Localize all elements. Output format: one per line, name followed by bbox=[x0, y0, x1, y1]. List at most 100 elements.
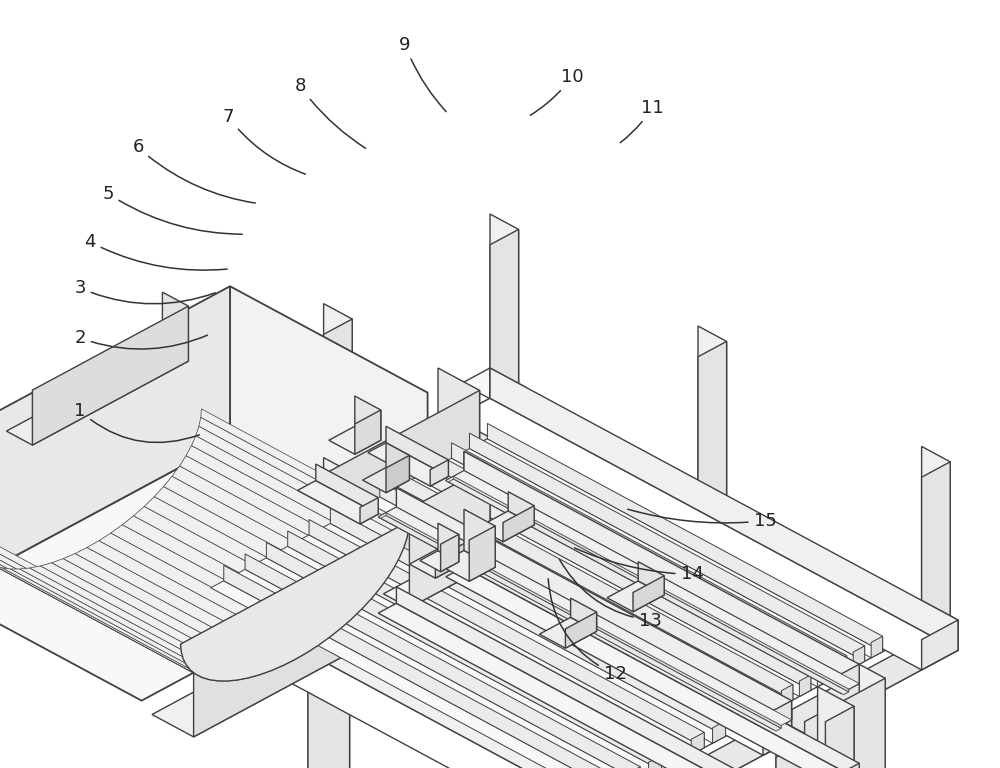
Polygon shape bbox=[571, 598, 597, 631]
Polygon shape bbox=[594, 623, 623, 768]
Polygon shape bbox=[10, 569, 228, 681]
Polygon shape bbox=[0, 558, 196, 674]
Polygon shape bbox=[126, 399, 526, 614]
Polygon shape bbox=[487, 423, 883, 652]
Polygon shape bbox=[464, 509, 495, 568]
Polygon shape bbox=[446, 471, 859, 694]
Polygon shape bbox=[859, 664, 885, 768]
Polygon shape bbox=[355, 396, 381, 440]
Polygon shape bbox=[32, 306, 188, 445]
Polygon shape bbox=[329, 426, 381, 454]
Polygon shape bbox=[192, 435, 404, 558]
Polygon shape bbox=[607, 581, 664, 612]
Text: 13: 13 bbox=[559, 559, 661, 630]
Polygon shape bbox=[835, 656, 847, 677]
Polygon shape bbox=[186, 445, 400, 568]
Polygon shape bbox=[755, 551, 784, 721]
Polygon shape bbox=[0, 532, 181, 652]
Polygon shape bbox=[232, 569, 640, 768]
Polygon shape bbox=[152, 561, 480, 737]
Polygon shape bbox=[452, 443, 847, 671]
Polygon shape bbox=[87, 541, 307, 660]
Polygon shape bbox=[627, 766, 640, 768]
Polygon shape bbox=[162, 388, 526, 614]
Polygon shape bbox=[317, 524, 726, 743]
Text: 8: 8 bbox=[294, 77, 366, 148]
Polygon shape bbox=[230, 286, 428, 547]
Text: 7: 7 bbox=[222, 108, 305, 174]
Polygon shape bbox=[409, 548, 467, 578]
Polygon shape bbox=[266, 542, 662, 768]
Polygon shape bbox=[713, 721, 726, 743]
Polygon shape bbox=[469, 433, 865, 661]
Polygon shape bbox=[0, 565, 210, 680]
Polygon shape bbox=[308, 657, 350, 768]
Polygon shape bbox=[469, 526, 495, 581]
Polygon shape bbox=[378, 507, 792, 730]
Polygon shape bbox=[404, 478, 811, 697]
Polygon shape bbox=[438, 368, 480, 583]
Polygon shape bbox=[162, 406, 191, 575]
Polygon shape bbox=[111, 525, 330, 645]
Polygon shape bbox=[295, 458, 352, 488]
Polygon shape bbox=[727, 690, 784, 721]
Polygon shape bbox=[764, 694, 775, 716]
Text: 3: 3 bbox=[74, 279, 215, 304]
Polygon shape bbox=[438, 523, 459, 562]
Polygon shape bbox=[134, 545, 191, 575]
Polygon shape bbox=[633, 576, 664, 612]
Polygon shape bbox=[396, 488, 792, 720]
Text: 15: 15 bbox=[628, 509, 776, 530]
Polygon shape bbox=[20, 568, 238, 681]
Text: 4: 4 bbox=[84, 233, 227, 270]
Polygon shape bbox=[144, 497, 362, 618]
Polygon shape bbox=[818, 687, 854, 768]
Polygon shape bbox=[380, 482, 775, 710]
Polygon shape bbox=[288, 531, 683, 760]
Polygon shape bbox=[386, 513, 781, 728]
Polygon shape bbox=[194, 390, 480, 737]
Polygon shape bbox=[99, 533, 319, 653]
Text: 9: 9 bbox=[399, 35, 446, 111]
Polygon shape bbox=[649, 755, 662, 768]
Polygon shape bbox=[126, 574, 630, 768]
Polygon shape bbox=[638, 561, 664, 595]
Polygon shape bbox=[490, 368, 526, 418]
Polygon shape bbox=[893, 601, 950, 631]
Polygon shape bbox=[253, 558, 662, 768]
Polygon shape bbox=[211, 581, 619, 768]
Polygon shape bbox=[378, 507, 792, 730]
Polygon shape bbox=[199, 417, 409, 538]
Polygon shape bbox=[275, 546, 683, 766]
Polygon shape bbox=[565, 612, 597, 648]
Polygon shape bbox=[691, 733, 704, 755]
Polygon shape bbox=[330, 508, 726, 737]
Polygon shape bbox=[172, 466, 388, 588]
Polygon shape bbox=[755, 536, 784, 705]
Polygon shape bbox=[503, 505, 534, 541]
Text: 10: 10 bbox=[530, 68, 583, 115]
Text: 2: 2 bbox=[74, 329, 207, 349]
Polygon shape bbox=[698, 326, 727, 495]
Polygon shape bbox=[383, 551, 490, 607]
Polygon shape bbox=[799, 675, 811, 697]
Polygon shape bbox=[0, 562, 202, 677]
Polygon shape bbox=[490, 230, 519, 399]
Polygon shape bbox=[196, 426, 407, 548]
Text: 12: 12 bbox=[548, 579, 626, 684]
Polygon shape bbox=[386, 426, 448, 476]
Polygon shape bbox=[162, 545, 630, 768]
Polygon shape bbox=[6, 347, 188, 445]
Polygon shape bbox=[378, 604, 792, 768]
Polygon shape bbox=[324, 303, 352, 473]
Polygon shape bbox=[370, 518, 399, 687]
Polygon shape bbox=[75, 548, 295, 666]
Polygon shape bbox=[0, 440, 428, 700]
Polygon shape bbox=[309, 519, 704, 748]
Polygon shape bbox=[416, 462, 811, 690]
Polygon shape bbox=[0, 540, 183, 659]
Polygon shape bbox=[922, 601, 958, 650]
Polygon shape bbox=[464, 452, 490, 564]
Polygon shape bbox=[841, 664, 859, 694]
Text: 5: 5 bbox=[102, 184, 242, 234]
